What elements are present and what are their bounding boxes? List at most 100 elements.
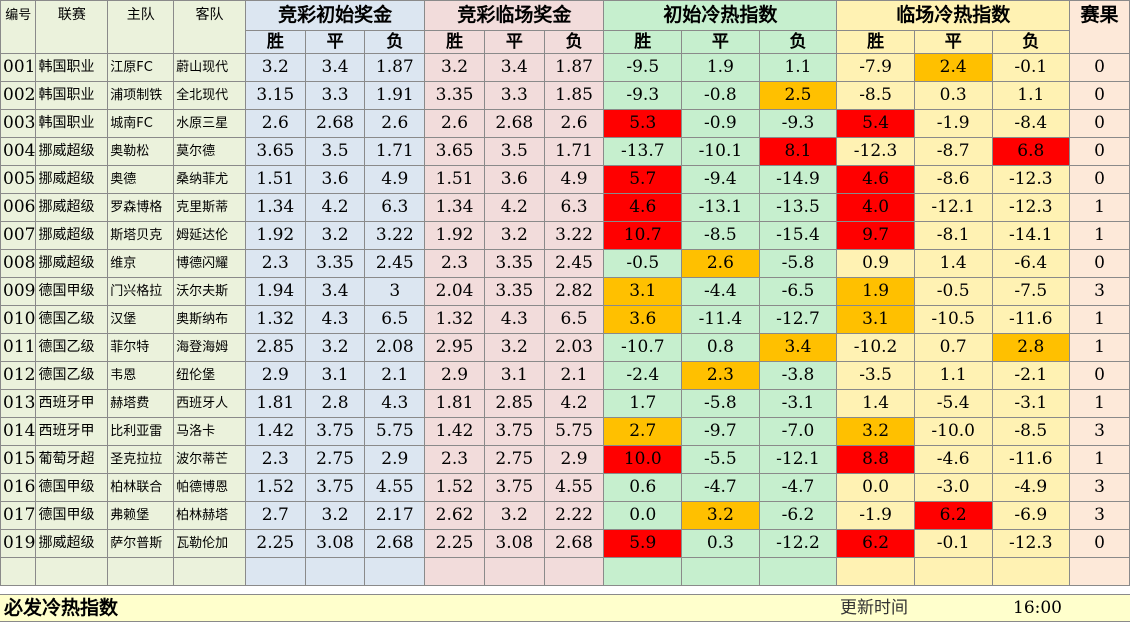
cell-result[interactable]: 3	[1069, 473, 1130, 502]
cell-initial-odds-draw[interactable]: 3.3	[304, 81, 366, 110]
cell-initial-odds-lose[interactable]: 2.17	[364, 501, 426, 530]
cell-live-index-lose[interactable]: -4.9	[991, 473, 1071, 502]
cell-live-odds-draw[interactable]: 3.75	[483, 473, 545, 502]
footer-title[interactable]: 必发冷热指数	[4, 597, 119, 619]
table-row[interactable]: 017 德国甲级 弗赖堡 柏林赫塔 2.7 3.2 2.17 2.62 3.2 2.22 0.0 3.…	[0, 501, 1130, 530]
cell-live-index-draw[interactable]: -8.6	[913, 165, 993, 194]
cell-initial-odds-lose[interactable]: 2.9	[364, 445, 426, 474]
cell-initial-odds-lose[interactable]: 2.08	[364, 333, 426, 362]
cell-id[interactable]: 010	[0, 305, 37, 334]
cell-league[interactable]: 挪威超级	[35, 529, 109, 558]
cell-live-odds-lose[interactable]: 6.3	[543, 193, 605, 222]
cell-result[interactable]: 1	[1069, 333, 1130, 362]
cell-initial-index-lose[interactable]: 2.5	[758, 81, 838, 110]
empty-cell[interactable]	[681, 557, 760, 586]
cell-live-index-lose[interactable]: -11.6	[991, 445, 1071, 474]
cell-home[interactable]: 维京	[107, 249, 175, 278]
cell-home[interactable]: 比利亚雷	[107, 417, 175, 446]
cell-live-index-lose[interactable]: -6.4	[991, 249, 1071, 278]
cell-away[interactable]: 博德闪耀	[173, 249, 246, 278]
cell-initial-odds-draw[interactable]: 3.4	[304, 53, 366, 82]
cell-result[interactable]: 1	[1069, 389, 1130, 418]
cell-live-index-win[interactable]: 0.9	[836, 249, 915, 278]
cell-league[interactable]: 韩国职业	[35, 109, 109, 138]
header-initial-draw[interactable]: 平	[304, 30, 366, 54]
cell-initial-odds-draw[interactable]: 3.08	[304, 529, 366, 558]
cell-initial-odds-win[interactable]: 2.25	[244, 529, 306, 558]
empty-cell[interactable]	[1069, 557, 1130, 586]
cell-live-index-win[interactable]: -3.5	[836, 361, 915, 390]
cell-id[interactable]: 008	[0, 249, 37, 278]
cell-live-odds-draw[interactable]: 2.75	[483, 445, 545, 474]
cell-initial-index-lose[interactable]: -5.8	[758, 249, 838, 278]
cell-live-index-draw[interactable]: -8.1	[913, 221, 993, 250]
cell-initial-odds-win[interactable]: 2.3	[244, 249, 306, 278]
cell-initial-odds-draw[interactable]: 3.2	[304, 333, 366, 362]
cell-id[interactable]: 004	[0, 137, 37, 166]
header-initial-index-lose[interactable]: 负	[758, 30, 838, 54]
cell-live-odds-win[interactable]: 1.34	[424, 193, 485, 222]
cell-live-odds-lose[interactable]: 2.6	[543, 109, 605, 138]
header-initial-win[interactable]: 胜	[244, 30, 306, 54]
cell-initial-odds-lose[interactable]: 2.6	[364, 109, 426, 138]
header-id[interactable]: 编号	[0, 0, 37, 54]
cell-initial-odds-lose[interactable]: 1.91	[364, 81, 426, 110]
cell-live-odds-draw[interactable]: 3.4	[483, 53, 545, 82]
cell-live-index-draw[interactable]: -10.0	[913, 417, 993, 446]
header-initial-index[interactable]: 初始冷热指数	[603, 0, 838, 31]
cell-live-index-lose[interactable]: -0.1	[991, 53, 1071, 82]
cell-id[interactable]: 014	[0, 417, 37, 446]
empty-cell[interactable]	[35, 557, 109, 586]
cell-initial-index-win[interactable]: 2.7	[603, 417, 683, 446]
cell-live-odds-lose[interactable]: 4.55	[543, 473, 605, 502]
cell-away[interactable]: 蔚山现代	[173, 53, 246, 82]
cell-initial-odds-win[interactable]: 1.51	[244, 165, 306, 194]
cell-home[interactable]: 奥勒松	[107, 137, 175, 166]
cell-initial-index-lose[interactable]: -6.5	[758, 277, 838, 306]
cell-initial-odds-draw[interactable]: 2.68	[304, 109, 366, 138]
cell-initial-index-draw[interactable]: 1.9	[681, 53, 760, 82]
cell-live-odds-draw[interactable]: 3.1	[483, 361, 545, 390]
cell-live-index-lose[interactable]: -7.5	[991, 277, 1071, 306]
cell-live-odds-win[interactable]: 1.52	[424, 473, 485, 502]
table-row[interactable]: 003 韩国职业 城南FC 水原三星 2.6 2.68 2.6 2.6 2.68 2.6 5.3 -0…	[0, 109, 1130, 138]
cell-initial-odds-lose[interactable]: 1.87	[364, 53, 426, 82]
cell-away[interactable]: 柏林赫塔	[173, 501, 246, 530]
cell-initial-index-lose[interactable]: -7.0	[758, 417, 838, 446]
header-live-win[interactable]: 胜	[424, 30, 485, 54]
cell-initial-index-draw[interactable]: -0.8	[681, 81, 760, 110]
table-row[interactable]: 004 挪威超级 奥勒松 莫尔德 3.65 3.5 1.71 3.65 3.5 1.71 -13.7…	[0, 137, 1130, 166]
cell-initial-index-lose[interactable]: -12.7	[758, 305, 838, 334]
header-initial-odds[interactable]: 竞彩初始奖金	[244, 0, 426, 31]
cell-away[interactable]: 桑纳菲尤	[173, 165, 246, 194]
table-row[interactable]: 012 德国乙级 韦恩 纽伦堡 2.9 3.1 2.1 2.9 3.1 2.1 -2.4 2.3 -3.…	[0, 361, 1130, 390]
cell-initial-index-lose[interactable]: -13.5	[758, 193, 838, 222]
cell-live-index-win[interactable]: -1.9	[836, 501, 915, 530]
cell-initial-index-lose[interactable]: -3.1	[758, 389, 838, 418]
cell-initial-index-lose[interactable]: -4.7	[758, 473, 838, 502]
cell-initial-index-win[interactable]: -13.7	[603, 137, 683, 166]
cell-live-odds-win[interactable]: 2.04	[424, 277, 485, 306]
cell-league[interactable]: 德国乙级	[35, 333, 109, 362]
header-result[interactable]: 赛果	[1069, 0, 1130, 54]
cell-away[interactable]: 克里斯蒂	[173, 193, 246, 222]
cell-result[interactable]: 0	[1069, 109, 1130, 138]
cell-home[interactable]: 韦恩	[107, 361, 175, 390]
cell-initial-odds-win[interactable]: 1.42	[244, 417, 306, 446]
cell-initial-index-draw[interactable]: 0.8	[681, 333, 760, 362]
cell-live-odds-lose[interactable]: 2.03	[543, 333, 605, 362]
cell-home[interactable]: 萨尔普斯	[107, 529, 175, 558]
cell-initial-index-draw[interactable]: -5.5	[681, 445, 760, 474]
cell-result[interactable]: 0	[1069, 137, 1130, 166]
update-time-value[interactable]: 16:00	[1013, 598, 1062, 618]
cell-initial-odds-win[interactable]: 2.3	[244, 445, 306, 474]
table-row[interactable]: 016 德国甲级 柏林联合 帕德博恩 1.52 3.75 4.55 1.52 3.75 4.55 0…	[0, 473, 1130, 502]
cell-initial-index-win[interactable]: -10.7	[603, 333, 683, 362]
cell-league[interactable]: 西班牙甲	[35, 389, 109, 418]
cell-live-index-win[interactable]: 0.0	[836, 473, 915, 502]
empty-cell[interactable]	[913, 557, 993, 586]
header-live-odds[interactable]: 竞彩临场奖金	[424, 0, 605, 31]
cell-initial-index-draw[interactable]: 2.6	[681, 249, 760, 278]
cell-league[interactable]: 韩国职业	[35, 81, 109, 110]
cell-live-odds-draw[interactable]: 3.08	[483, 529, 545, 558]
